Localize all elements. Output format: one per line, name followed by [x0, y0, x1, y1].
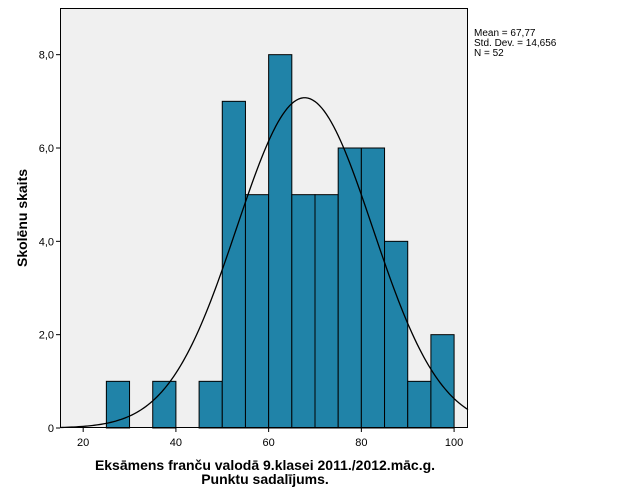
histogram-bar	[268, 54, 293, 429]
y-tick-label: 8,0	[39, 50, 54, 62]
histogram-bar	[314, 194, 339, 429]
x-axis: 20 40 60 80 100	[77, 428, 463, 449]
histogram-bar	[360, 147, 386, 429]
y-tick-label: 0	[48, 423, 54, 435]
y-tick-label: 4,0	[39, 236, 54, 248]
histogram-bar	[221, 100, 246, 429]
stats-mean: Mean = 67,77	[474, 28, 536, 39]
x-tick-label: 80	[355, 437, 367, 449]
histogram-bar	[430, 334, 455, 429]
histogram-bar	[198, 380, 223, 429]
y-tick-label: 6,0	[39, 143, 54, 155]
x-tick-label: 40	[170, 437, 182, 449]
histogram-bar	[337, 147, 362, 429]
x-tick-label: 20	[77, 437, 89, 449]
stats-box: Mean = 67,77 Std. Dev. = 14,656 N = 52	[474, 28, 557, 59]
stats-n: N = 52	[474, 48, 504, 59]
histogram-bar	[291, 194, 316, 429]
y-tick-label: 2,0	[39, 330, 54, 342]
histogram-bar	[244, 194, 270, 429]
y-axis-title: Skolēnu skaits	[14, 169, 30, 267]
x-tick-label: 60	[263, 437, 275, 449]
stats-std-dev: Std. Dev. = 14,656	[474, 38, 557, 49]
x-axis-title-line2: Punktu sadalījums.	[201, 471, 329, 487]
y-axis: 0 2,0 4,0 6,0 8,0	[39, 50, 60, 435]
plot-frame	[60, 8, 468, 428]
histogram-bar	[407, 380, 432, 429]
normal-curve	[59, 97, 469, 429]
x-tick-label: 100	[445, 437, 463, 449]
x-axis-title: Eksāmens franču valodā 9.klasei 2011./20…	[95, 457, 435, 473]
histogram-bar	[384, 240, 409, 429]
histogram-bars	[105, 54, 455, 429]
